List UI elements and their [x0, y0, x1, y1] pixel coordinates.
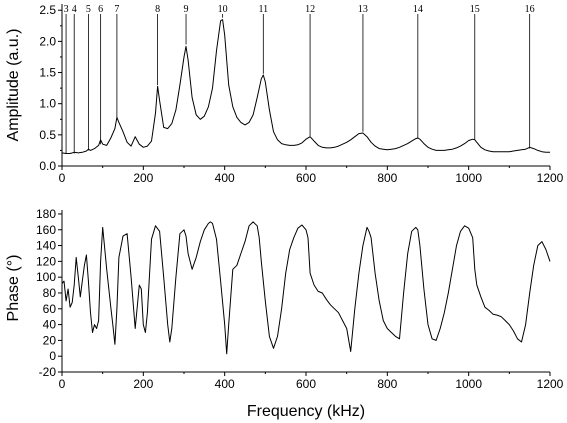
amplitude-mode-label: 3	[64, 4, 69, 15]
amplitude-x-tick-label: 0	[59, 171, 66, 185]
amplitude-y-tick-label: 1.0	[39, 97, 56, 111]
phase-x-tick-label: 800	[377, 377, 397, 391]
phase-y-tick-label: 120	[36, 254, 56, 268]
phase-x-tick-label: 0	[59, 377, 66, 391]
amplitude-mode-label: 8	[155, 4, 160, 15]
amplitude-x-tick-label: 200	[133, 171, 153, 185]
phase-x-tick-label: 1200	[537, 377, 564, 391]
amplitude-mode-label: 5	[86, 4, 91, 15]
phase-y-tick-label: 180	[36, 207, 56, 221]
amplitude-y-axis-title: Amplitude (a.u.)	[5, 29, 22, 142]
amplitude-x-tick-label: 800	[377, 171, 397, 185]
phase-y-tick-label: 80	[43, 286, 57, 300]
phase-y-tick-label: 160	[36, 223, 56, 237]
amplitude-mode-label: 9	[184, 4, 189, 15]
phase-x-tick-label: 1000	[455, 377, 482, 391]
phase-y-tick-label: 60	[43, 302, 57, 316]
amplitude-series-line	[61, 19, 550, 154]
amplitude-mode-label: 13	[358, 4, 368, 15]
amplitude-mode-label: 15	[470, 4, 480, 15]
amplitude-plot-area: 0 200 400 600 800 1000 1200 0.0 0.5 1.0 1.5 2.0 2.5 3…	[39, 3, 563, 185]
amplitude-x-tick-label: 400	[215, 171, 235, 185]
amplitude-x-tick-label: 600	[296, 171, 316, 185]
phase-y-tick-label: 20	[43, 333, 57, 347]
amplitude-mode-label: 6	[98, 4, 103, 15]
amplitude-mode-label: 11	[258, 4, 268, 15]
amplitude-mode-label: 7	[114, 4, 119, 15]
phase-x-tick-label: 600	[296, 377, 316, 391]
amplitude-y-tick-label: 1.5	[39, 66, 56, 80]
amplitude-mode-label: 16	[525, 4, 535, 15]
amplitude-x-tick-label: 1200	[537, 171, 564, 185]
amplitude-mode-label: 10	[218, 4, 228, 15]
amplitude-mode-label: 14	[413, 4, 423, 15]
frequency-x-axis-title: Frequency (kHz)	[247, 403, 365, 420]
amplitude-mode-label: 4	[72, 4, 77, 15]
amplitude-y-tick-label: 2.0	[39, 34, 56, 48]
amplitude-panel: 0 200 400 600 800 1000 1200 0.0 0.5 1.0 1.5 2.0 2.5 3…	[5, 3, 564, 185]
phase-y-tick-label: 0	[49, 349, 56, 363]
amplitude-y-tick-label: 2.5	[39, 3, 56, 17]
phase-y-tick-label: 100	[36, 270, 56, 284]
amplitude-x-tick-label: 1000	[455, 171, 482, 185]
amplitude-y-tick-label: 0.0	[39, 159, 56, 173]
phase-y-tick-label: 140	[36, 239, 56, 253]
phase-y-axis-title: Phase (°)	[5, 255, 22, 322]
phase-plot-area: 0 200 400 600 800 1000 1200-200204060801001201…	[36, 207, 564, 391]
amplitude-y-tick-label: 0.5	[39, 128, 56, 142]
phase-y-tick-label: -20	[39, 365, 57, 379]
phase-series-line	[61, 221, 551, 355]
phase-x-tick-label: 400	[215, 377, 235, 391]
phase-panel: 0 200 400 600 800 1000 1200-200204060801001201…	[5, 207, 564, 420]
phase-y-tick-label: 40	[43, 318, 57, 332]
amplitude-mode-label: 12	[305, 4, 315, 15]
phase-x-tick-label: 200	[133, 377, 153, 391]
